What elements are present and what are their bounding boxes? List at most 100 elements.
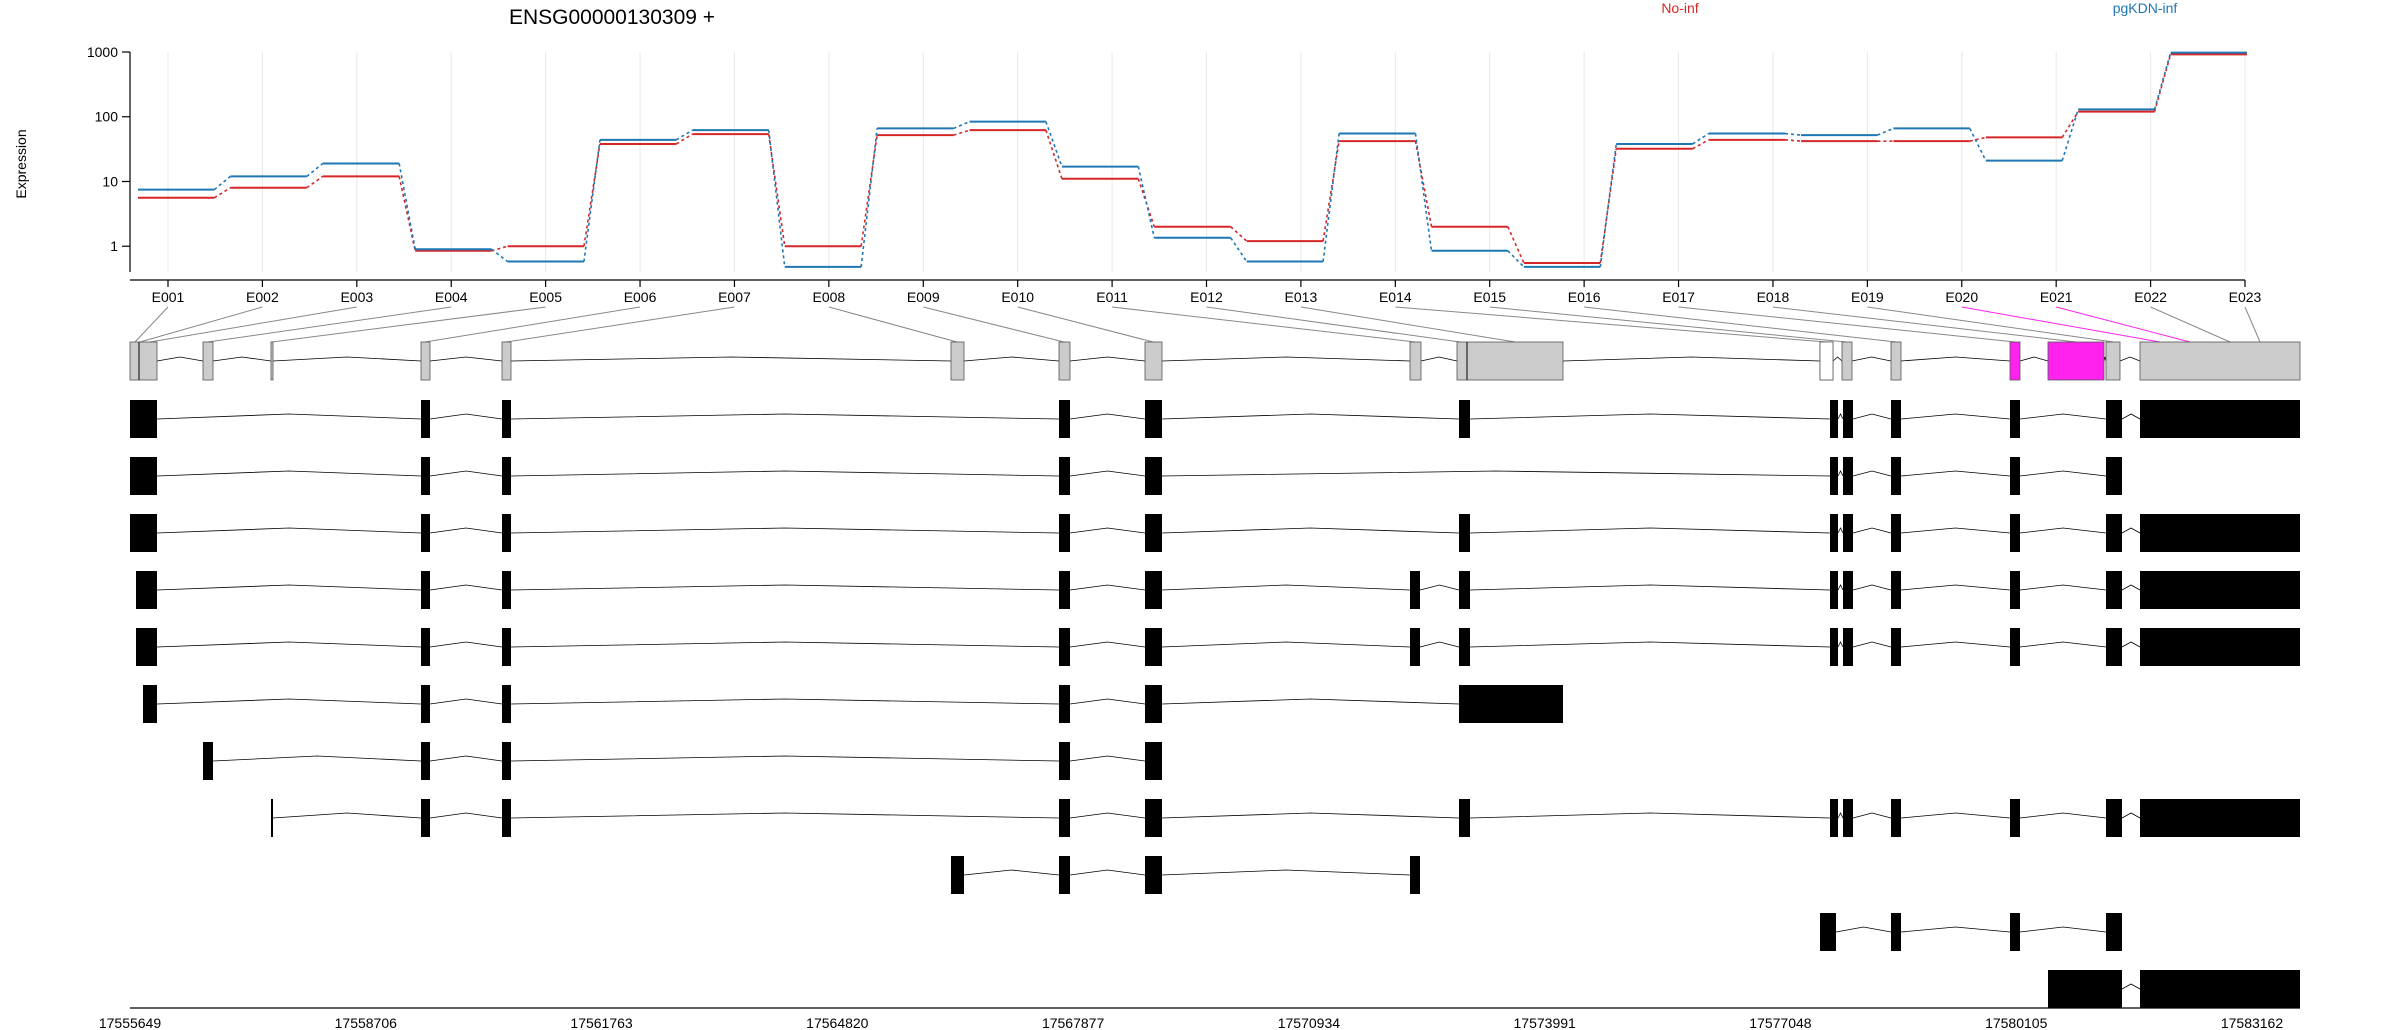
- transcript-intron: [1469, 812, 1831, 819]
- transcript-intron: [2019, 641, 2107, 648]
- transcript-intron: [1900, 527, 2011, 534]
- transcript-exon: [1059, 571, 1070, 609]
- transcript-intron: [510, 527, 1060, 534]
- exon-connector: [1678, 306, 2016, 343]
- expression-connector: [1969, 128, 1987, 161]
- transcript-exon: [1145, 514, 1162, 552]
- intron-line: [272, 356, 422, 362]
- transcript-intron: [2019, 926, 2107, 933]
- transcript-exon: [1059, 628, 1070, 666]
- transcript-exon: [2106, 457, 2122, 495]
- expression-plot: 1 10 100 1000: [87, 44, 2247, 272]
- intron-line: [1420, 356, 1458, 362]
- transcript-intron: [212, 755, 422, 762]
- transcript-intron: [1069, 755, 1146, 762]
- gene-model-exon: [420, 341, 431, 381]
- transcript-track: [130, 514, 2300, 552]
- transcript-exon: [1891, 913, 1901, 951]
- transcript-intron: [1837, 527, 1844, 534]
- exon-connector: [1206, 306, 1461, 343]
- gene-model-exon: [2009, 341, 2021, 381]
- exon-connector: [1300, 306, 1516, 343]
- transcript-exon: [2106, 571, 2122, 609]
- transcript-intron: [156, 698, 422, 705]
- expression-connector: [2153, 54, 2172, 112]
- exon-label: E015: [1473, 289, 1506, 305]
- intron-line: [510, 356, 952, 362]
- transcript-intron: [1900, 584, 2011, 591]
- exon-connector: [271, 306, 546, 343]
- transcript-intron: [1161, 470, 1831, 477]
- legend-entry: pgKDN-inf: [2113, 0, 2178, 16]
- transcript-exon: [1145, 742, 1162, 780]
- transcript-exon: [1830, 571, 1838, 609]
- exon-connector: [1584, 306, 1897, 343]
- exon-connector: [139, 306, 263, 343]
- transcript-exon: [1891, 400, 1901, 438]
- transcript-track: [143, 685, 1563, 723]
- transcript-intron: [1069, 869, 1146, 876]
- transcript-exon: [421, 628, 430, 666]
- expression-connector: [953, 120, 970, 130]
- transcript-exon: [1830, 628, 1838, 666]
- exon-connector: [828, 306, 958, 343]
- transcript-exon: [2106, 913, 2122, 951]
- expression-connector: [1414, 140, 1433, 227]
- expression-connector: [1784, 139, 1802, 142]
- gene-model-exon: [501, 341, 512, 381]
- exon-label: E016: [1568, 289, 1601, 305]
- expression-connector: [1507, 226, 1525, 264]
- intron-line: [1562, 356, 1821, 362]
- intron-line: [156, 356, 204, 362]
- transcript-exon: [130, 457, 157, 495]
- exon-label: E002: [246, 289, 279, 305]
- transcript-exon: [136, 628, 157, 666]
- transcript-exon: [951, 856, 964, 894]
- coordinate-tick-label: 17567877: [1042, 1015, 1105, 1030]
- transcript-exon: [1891, 457, 1901, 495]
- gene-model-exon: [1841, 341, 1853, 381]
- transcript-exon: [2010, 571, 2020, 609]
- gene-model-exon: [950, 341, 965, 381]
- intron-line: [1851, 356, 1892, 362]
- transcript-intron: [1837, 641, 1844, 648]
- transcript-exon: [1459, 571, 1470, 609]
- transcript-intron: [1852, 527, 1892, 534]
- transcript-intron: [1900, 812, 2011, 819]
- expression-connector: [1877, 127, 1894, 136]
- expression-connector: [1322, 141, 1340, 242]
- coordinate-tick-label: 17583162: [2221, 1015, 2284, 1030]
- exon-label: E010: [1001, 289, 1034, 305]
- transcript-intron: [510, 413, 1060, 420]
- exon-connector: [2056, 306, 2191, 343]
- transcript-exon: [421, 685, 430, 723]
- exon-label: E008: [813, 289, 846, 305]
- exon-connector: [2244, 306, 2261, 343]
- transcript-exon: [1145, 685, 1162, 723]
- transcript-intron: [156, 527, 422, 534]
- expression-connector: [1045, 129, 1063, 180]
- exon-connector: [424, 306, 641, 343]
- exon-label: E012: [1190, 289, 1223, 305]
- transcript-exon: [1891, 571, 1901, 609]
- transcript-track: [271, 799, 2300, 837]
- expression-connector: [953, 129, 970, 136]
- transcript-exon: [502, 742, 511, 780]
- transcript-exon: [2140, 799, 2300, 837]
- transcript-intron: [2121, 641, 2141, 648]
- transcript-intron: [2121, 413, 2141, 420]
- gene-model-exon: [129, 341, 158, 381]
- expression-connector: [491, 248, 509, 263]
- gene-model-exon: [202, 341, 214, 381]
- transcript-intron: [510, 470, 1060, 477]
- transcript-intron: [429, 755, 503, 762]
- gene-model-exon: [1409, 341, 1422, 381]
- expression-connector: [1599, 143, 1618, 267]
- transcript-exon: [2140, 628, 2300, 666]
- transcript-intron: [2019, 812, 2107, 819]
- transcript-exon: [2048, 970, 2122, 1008]
- expression-connector: [213, 187, 231, 199]
- y-tick-label: 10: [102, 173, 118, 189]
- transcript-exon: [502, 457, 511, 495]
- transcript-exon: [1891, 514, 1901, 552]
